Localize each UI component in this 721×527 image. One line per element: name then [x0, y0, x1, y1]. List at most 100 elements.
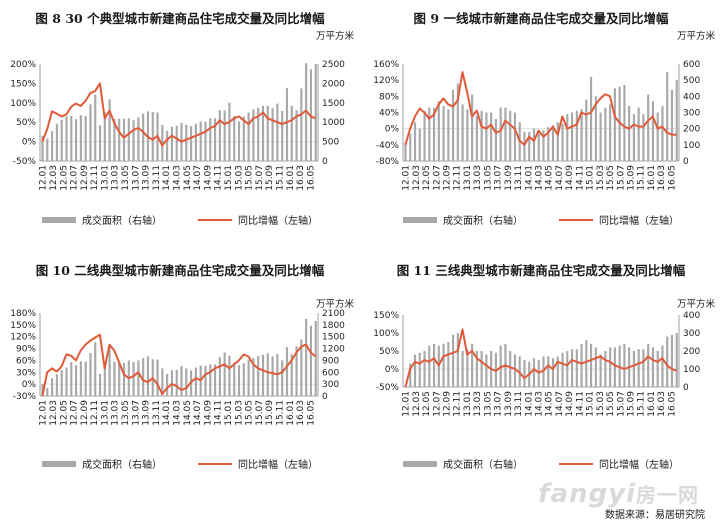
area-bar	[161, 368, 164, 396]
x-tick-label: 12.11	[90, 400, 100, 426]
x-tick-label: 13.09	[504, 391, 514, 417]
area-bar	[513, 112, 517, 161]
left-tick-label: 50%	[379, 347, 399, 357]
area-bar	[647, 94, 650, 161]
area-bar	[585, 340, 588, 387]
area-bar	[161, 124, 164, 161]
area-bar	[609, 104, 612, 161]
area-bar	[252, 109, 255, 161]
right-tick-label: 1500	[322, 333, 345, 343]
x-tick-label: 16.01	[647, 165, 657, 191]
yoy-line	[41, 82, 316, 147]
area-bar	[637, 107, 640, 161]
x-tick-label: 12.11	[453, 391, 463, 417]
area-bar	[146, 356, 150, 396]
left-tick-label: 90%	[16, 345, 36, 355]
x-tick-label: 15.03	[596, 165, 606, 191]
area-bar	[452, 89, 455, 161]
area-bar	[580, 109, 583, 161]
right-tick-label: 500	[683, 76, 700, 86]
area-bar	[94, 94, 97, 161]
x-tick-label: 16.05	[306, 165, 316, 191]
x-tick-label: 13.05	[121, 165, 131, 191]
legend-label-area: 成交面积（右轴）	[443, 460, 523, 471]
area-bar	[266, 353, 269, 396]
area-bar	[509, 110, 512, 161]
area-bar	[190, 126, 193, 161]
left-tick-label: 0%	[385, 365, 400, 375]
x-tick-label: 14.07	[193, 400, 203, 426]
x-tick-label: 12.01	[402, 391, 412, 417]
left-tick-label: -30%	[13, 392, 37, 402]
area-bar	[233, 362, 236, 396]
area-bar	[613, 347, 616, 387]
legend-label-area: 成交面积（右轴）	[82, 216, 162, 227]
x-tick-label: 14.01	[162, 165, 172, 191]
area-bar	[218, 357, 221, 396]
x-tick-label: 12.11	[90, 165, 100, 191]
area-bar	[447, 109, 450, 161]
area-bar	[551, 358, 555, 387]
left-tick-label: 60%	[16, 356, 36, 366]
right-tick-label: 900	[322, 356, 339, 366]
right-tick-label: 0	[322, 392, 328, 402]
x-tick-label: 13.01	[100, 165, 110, 191]
x-tick-label: 16.03	[657, 391, 667, 417]
area-bar	[656, 112, 659, 161]
bar-swatch-icon	[403, 460, 437, 467]
area-bar	[409, 133, 412, 161]
area-bar	[74, 119, 78, 161]
chart-plot-tier1: 160% 120% 80% 40% 0% -40% -80% 600 500 400 300 200 1…	[373, 60, 700, 191]
area-bar	[670, 334, 674, 387]
area-bar	[156, 359, 159, 396]
area-bar	[285, 88, 289, 161]
x-tick-label: 13.09	[142, 400, 152, 426]
area-bar	[213, 364, 217, 396]
right-tick-label: 1200	[322, 345, 345, 355]
x-tick-label: 16.05	[667, 165, 677, 191]
legend-item-yoy: 同比增幅（左轴）	[198, 456, 318, 471]
area-bar	[523, 131, 526, 161]
area-bar	[103, 112, 106, 161]
x-tick-label: 15.07	[255, 400, 265, 426]
area-bar	[51, 378, 54, 396]
area-bar	[295, 346, 298, 396]
x-tick-label: 14.05	[183, 165, 193, 191]
area-bar	[122, 118, 126, 161]
area-bar	[89, 104, 92, 161]
area-bar	[70, 362, 73, 396]
area-bar	[651, 101, 655, 161]
x-tick-label: 13.11	[514, 391, 524, 417]
x-tick-label: 13.11	[152, 400, 162, 426]
area-bar	[413, 354, 417, 387]
right-tick-label: 600	[683, 60, 700, 70]
x-tick-label: 14.01	[162, 400, 172, 426]
area-bar	[276, 103, 279, 161]
area-bar	[228, 102, 231, 161]
area-bar	[661, 345, 664, 387]
area-bar	[428, 107, 431, 161]
legend-item-yoy: 同比增幅（左轴）	[559, 212, 679, 227]
x-tick-label: 15.05	[245, 165, 255, 191]
area-bar	[432, 107, 436, 161]
right-tick-label: 2000	[322, 79, 345, 89]
right-tick-label: 100	[683, 141, 700, 151]
area-bar	[556, 122, 559, 161]
area-bar	[609, 347, 612, 387]
area-bar	[142, 113, 145, 161]
x-tick-label: 15.07	[616, 165, 626, 191]
area-bar	[666, 336, 669, 387]
area-bar	[466, 109, 469, 161]
data-source: 数据来源：易居研究院	[605, 510, 705, 521]
area-bar	[580, 343, 583, 387]
area-bar	[452, 334, 455, 387]
area-bar	[132, 120, 135, 161]
x-tick-label: 15.07	[616, 391, 626, 417]
left-tick-label: 50%	[16, 118, 36, 128]
area-bar	[51, 131, 54, 161]
legend-label-yoy: 同比增幅（左轴）	[599, 460, 679, 471]
area-bar	[108, 345, 111, 396]
x-tick-label: 14.03	[173, 400, 183, 426]
area-bar	[547, 127, 550, 161]
legend-item-area: 成交面积（右轴）	[403, 212, 523, 227]
